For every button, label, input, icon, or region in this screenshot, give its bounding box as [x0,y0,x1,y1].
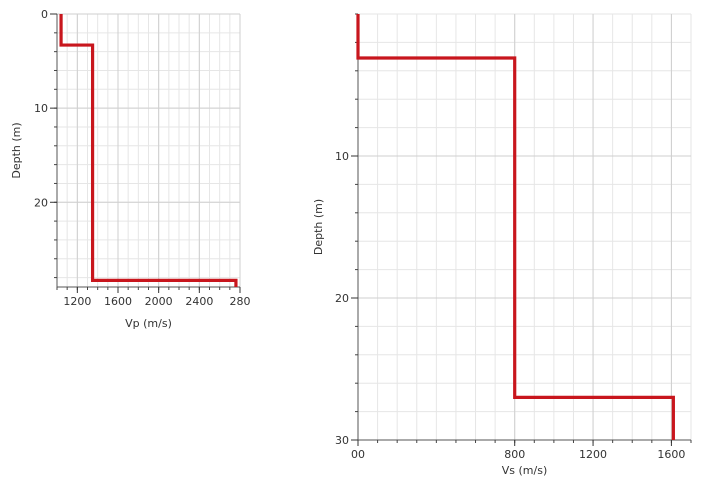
x-tick-label: 1200 [63,295,91,308]
x-axis-label: Vs (m/s) [502,464,548,477]
y-tick-label: 20 [34,196,48,209]
velocity-profile-line [59,14,238,287]
x-tick-label: 1200 [579,448,607,461]
x-tick-label: 800 [504,448,525,461]
x-tick-label: 00 [351,448,365,461]
vs-depth-chart: 00 800 1200 1600 10 20 30 Vs (m/s) Depth (m) [312,13,692,477]
x-tick-label: 280 [230,295,251,308]
x-tick-label: 1600 [104,295,132,308]
x-tick-label: 2400 [185,295,213,308]
y-tick-label: 20 [335,292,349,305]
y-tick-label: 0 [41,8,48,21]
velocity-profile-line [356,14,675,440]
y-tick-label: 10 [335,150,349,163]
x-axis-label: Vp (m/s) [125,317,172,330]
y-tick-label: 10 [34,102,48,115]
x-tick-label: 1600 [657,448,685,461]
x-tick-label: 2000 [145,295,173,308]
y-axis-label: Depth (m) [10,122,23,178]
grid [56,13,241,287]
y-axis-label: Depth (m) [312,199,325,255]
grid [357,13,692,441]
y-tick-label: 30 [335,434,349,447]
